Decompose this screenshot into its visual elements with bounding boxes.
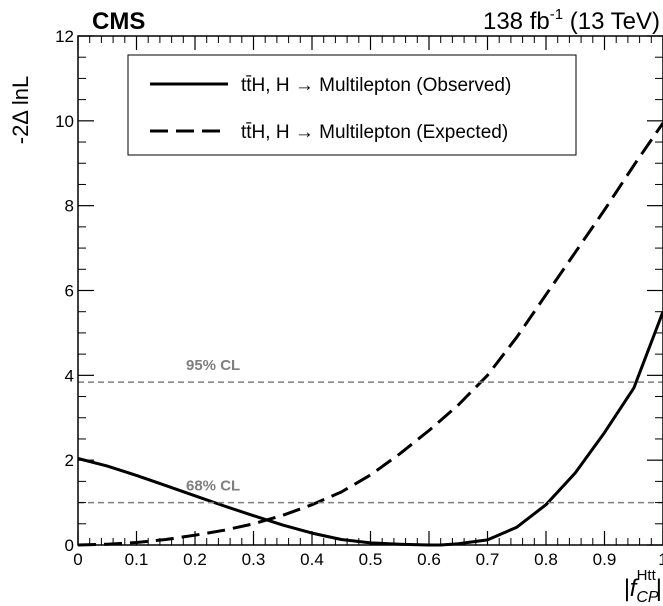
series-line-expected — [77, 122, 663, 547]
x-tick-label: 1 — [658, 550, 663, 569]
x-tick-label: 0.8 — [534, 550, 558, 569]
y-tick-label: 2 — [65, 451, 74, 470]
y-tick-label: 10 — [55, 112, 74, 131]
series-layer — [77, 122, 663, 547]
x-axis-label: |fCPHtt| — [623, 567, 662, 606]
x-tick-label: 0 — [73, 550, 82, 569]
x-tick-label: 0.2 — [183, 550, 207, 569]
legend: tt̄H, H → Multilepton (Observed) tt̄H, H… — [127, 54, 577, 156]
x-tick-label: 0.3 — [242, 550, 266, 569]
luminosity-label: 138 fb-1 (13 TeV) — [483, 6, 660, 35]
x-tick-label: 0.6 — [417, 550, 441, 569]
x-tick-label: 0.4 — [300, 550, 324, 569]
x-tick-label: 0.1 — [125, 550, 149, 569]
x-tick-label: 0.5 — [359, 550, 383, 569]
experiment-label: CMS — [92, 8, 145, 35]
y-tick-label: 6 — [65, 282, 74, 301]
reference-lines: 95% CL 68% CL — [78, 357, 663, 504]
ref-label-68cl: 68% CL — [186, 478, 240, 495]
y-tick-label: 12 — [55, 27, 74, 46]
legend-box — [127, 54, 577, 156]
legend-label-expected: tt̄H, H → Multilepton (Expected) — [241, 122, 508, 143]
x-tick-label: 0.9 — [593, 550, 617, 569]
legend-label-observed: tt̄H, H → Multilepton (Observed) — [241, 75, 511, 96]
x-tick-label: 0.7 — [476, 550, 500, 569]
y-axis-label: -2Δ lnL — [8, 76, 33, 145]
y-tick-label: 8 — [65, 197, 74, 216]
series-line-observed — [77, 311, 663, 547]
axis-ticks: 00.10.20.30.40.50.60.70.80.91024681012 — [55, 27, 663, 569]
y-tick-label: 4 — [65, 366, 74, 385]
y-tick-label: 0 — [65, 536, 74, 555]
ref-label-95cl: 95% CL — [186, 357, 240, 374]
